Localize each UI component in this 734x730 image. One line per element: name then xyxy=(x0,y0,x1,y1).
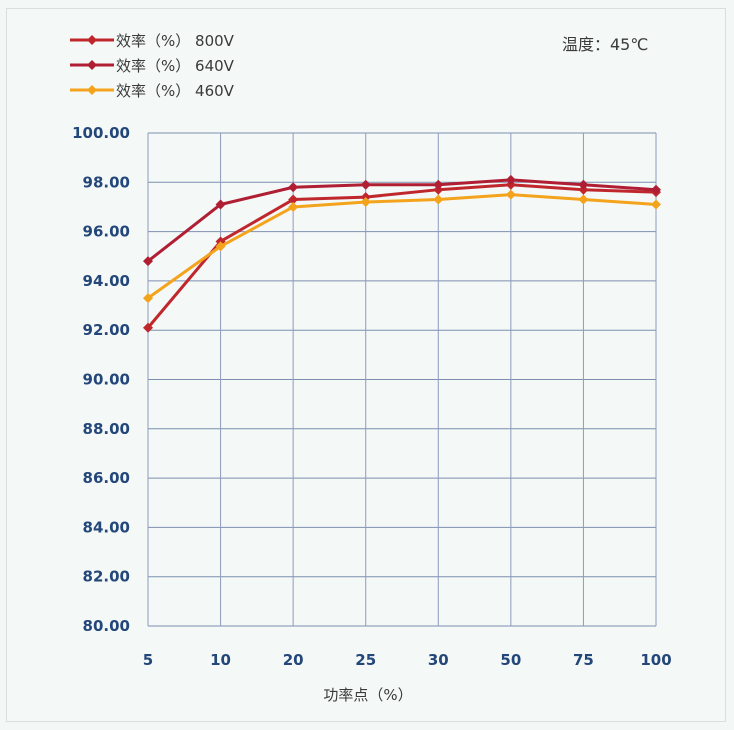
legend: 效率（%） 800V 效率（%） 640V 效率（%） 460V xyxy=(70,32,235,100)
y-tick-label: 94.00 xyxy=(83,272,130,290)
x-axis-label: 功率点（%） xyxy=(323,686,412,704)
series-point xyxy=(651,184,661,195)
legend-swatch-marker xyxy=(87,60,97,70)
series-point xyxy=(578,194,589,205)
y-tick-label: 92.00 xyxy=(83,321,130,339)
x-tick-label: 10 xyxy=(210,651,231,669)
series-point xyxy=(360,179,371,190)
series-point xyxy=(215,199,226,210)
legend-label: 效率（%） 800V xyxy=(116,32,235,50)
legend-label: 效率（%） 640V xyxy=(116,57,235,75)
series-line xyxy=(146,183,657,329)
x-axis-ticks: 5 10 20 25 30 50 75 100 xyxy=(143,651,672,669)
series-point xyxy=(288,201,299,212)
x-tick-label: 30 xyxy=(428,651,449,669)
y-tick-label: 96.00 xyxy=(83,223,130,241)
series-point xyxy=(143,256,153,267)
series-point xyxy=(360,197,371,208)
x-tick-label: 75 xyxy=(573,651,594,669)
y-axis-ticks: 80.00 82.00 84.00 86.00 88.00 90.00 92.00 94.00… xyxy=(72,124,130,635)
y-tick-label: 86.00 xyxy=(83,469,130,487)
x-tick-label: 100 xyxy=(640,651,671,669)
series-point xyxy=(505,174,516,185)
y-tick-label: 82.00 xyxy=(83,568,130,586)
series-point xyxy=(143,293,153,304)
x-tick-label: 20 xyxy=(283,651,304,669)
series-line xyxy=(147,178,657,263)
x-tick-label: 25 xyxy=(355,651,376,669)
series-line xyxy=(147,193,657,300)
series-lines xyxy=(143,174,661,333)
legend-swatch-marker xyxy=(87,35,97,45)
legend-label: 效率（%） 460V xyxy=(116,82,235,100)
series-point xyxy=(578,179,589,190)
y-tick-label: 98.00 xyxy=(83,173,130,191)
legend-swatch-marker xyxy=(87,85,97,95)
y-tick-label: 100.00 xyxy=(72,124,130,142)
y-tick-label: 84.00 xyxy=(83,518,130,536)
grid xyxy=(147,132,657,627)
series-point xyxy=(288,194,299,205)
series-point xyxy=(505,189,516,200)
series-point xyxy=(651,199,661,210)
series-point xyxy=(433,179,444,190)
y-tick-label: 88.00 xyxy=(83,420,130,438)
series-point xyxy=(143,322,153,333)
y-tick-label: 80.00 xyxy=(83,617,130,635)
temperature-annotation: 温度：45℃ xyxy=(562,35,648,54)
series-point xyxy=(433,194,444,205)
x-tick-label: 50 xyxy=(500,651,521,669)
series-point xyxy=(288,182,299,193)
series-point xyxy=(215,241,226,252)
x-tick-label: 5 xyxy=(143,651,153,669)
y-tick-label: 90.00 xyxy=(83,371,130,389)
